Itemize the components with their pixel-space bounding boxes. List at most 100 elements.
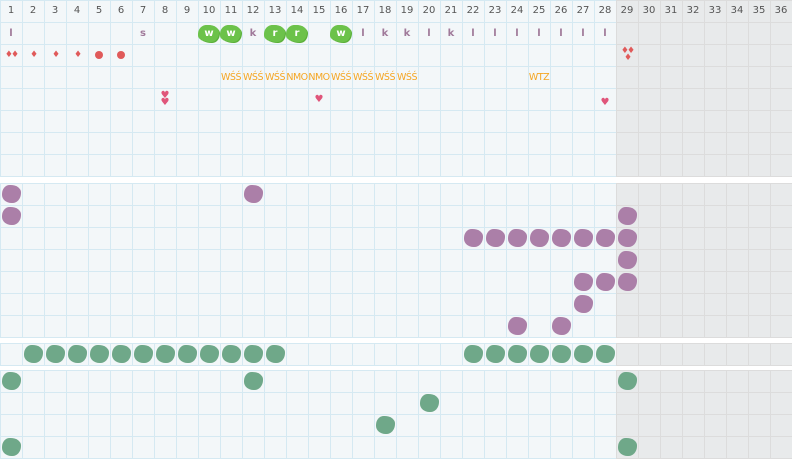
- day-cell[interactable]: [264, 343, 286, 365]
- day-header-13[interactable]: 13: [268, 5, 282, 16]
- day-header-7[interactable]: 7: [139, 5, 147, 16]
- day-cell[interactable]: r: [264, 22, 286, 44]
- day-cell[interactable]: w: [220, 22, 242, 44]
- day-cell[interactable]: l: [528, 22, 550, 44]
- day-cell[interactable]: WŚŚ: [220, 66, 242, 88]
- day-cell[interactable]: [110, 44, 132, 66]
- day-cell[interactable]: l: [506, 22, 528, 44]
- day-header-36[interactable]: 36: [774, 5, 788, 16]
- day-cell[interactable]: [506, 343, 528, 365]
- day-header-17[interactable]: 17: [356, 5, 370, 16]
- day-cell[interactable]: WTZ: [528, 66, 550, 88]
- day-cell[interactable]: [594, 227, 616, 249]
- day-cell[interactable]: [616, 436, 638, 458]
- day-cell[interactable]: [484, 343, 506, 365]
- day-cell[interactable]: s: [132, 22, 154, 44]
- day-cell[interactable]: [572, 271, 594, 293]
- day-header-14[interactable]: 14: [290, 5, 304, 16]
- day-cell[interactable]: k: [242, 22, 264, 44]
- day-cell[interactable]: [242, 370, 264, 392]
- day-header-5[interactable]: 5: [95, 5, 103, 16]
- day-cell[interactable]: [88, 343, 110, 365]
- day-header-1[interactable]: 1: [7, 5, 15, 16]
- day-header-9[interactable]: 9: [183, 5, 191, 16]
- day-cell[interactable]: [572, 293, 594, 315]
- day-cell[interactable]: NMO: [308, 66, 330, 88]
- day-cell[interactable]: [242, 183, 264, 205]
- day-header-26[interactable]: 26: [554, 5, 568, 16]
- day-cell[interactable]: [418, 392, 440, 414]
- day-cell[interactable]: [374, 414, 396, 436]
- day-header-18[interactable]: 18: [378, 5, 392, 16]
- day-cell[interactable]: ♦: [66, 44, 88, 66]
- day-cell[interactable]: [572, 343, 594, 365]
- day-header-16[interactable]: 16: [334, 5, 348, 16]
- day-cell[interactable]: l: [484, 22, 506, 44]
- day-header-33[interactable]: 33: [708, 5, 722, 16]
- day-header-24[interactable]: 24: [510, 5, 524, 16]
- day-header-3[interactable]: 3: [51, 5, 59, 16]
- day-cell[interactable]: [484, 227, 506, 249]
- day-cell[interactable]: [506, 227, 528, 249]
- day-header-23[interactable]: 23: [488, 5, 502, 16]
- day-cell[interactable]: ♦♦ ♦: [616, 44, 638, 66]
- day-cell[interactable]: ♦: [44, 44, 66, 66]
- day-header-31[interactable]: 31: [664, 5, 678, 16]
- day-header-20[interactable]: 20: [422, 5, 436, 16]
- day-header-32[interactable]: 32: [686, 5, 700, 16]
- day-header-10[interactable]: 10: [202, 5, 216, 16]
- day-header-28[interactable]: 28: [598, 5, 612, 16]
- day-cell[interactable]: [462, 343, 484, 365]
- day-cell[interactable]: l: [418, 22, 440, 44]
- day-cell[interactable]: [220, 343, 242, 365]
- day-cell[interactable]: k: [440, 22, 462, 44]
- day-cell[interactable]: [242, 343, 264, 365]
- day-header-25[interactable]: 25: [532, 5, 546, 16]
- day-cell[interactable]: ♦♦: [0, 44, 22, 66]
- day-header-29[interactable]: 29: [620, 5, 634, 16]
- day-cell[interactable]: [88, 44, 110, 66]
- day-header-12[interactable]: 12: [246, 5, 260, 16]
- day-cell[interactable]: WŚŚ: [242, 66, 264, 88]
- day-cell[interactable]: k: [396, 22, 418, 44]
- day-cell[interactable]: ♦: [22, 44, 44, 66]
- day-header-11[interactable]: 11: [224, 5, 238, 16]
- day-cell[interactable]: [528, 227, 550, 249]
- day-header-2[interactable]: 2: [29, 5, 37, 16]
- day-cell[interactable]: WŚŚ: [374, 66, 396, 88]
- day-cell[interactable]: [0, 183, 22, 205]
- day-cell[interactable]: [0, 436, 22, 458]
- day-header-21[interactable]: 21: [444, 5, 458, 16]
- day-cell[interactable]: [176, 343, 198, 365]
- day-cell[interactable]: l: [550, 22, 572, 44]
- day-cell[interactable]: [550, 343, 572, 365]
- day-cell[interactable]: w: [198, 22, 220, 44]
- day-cell[interactable]: WŚŚ: [352, 66, 374, 88]
- day-header-4[interactable]: 4: [73, 5, 81, 16]
- day-cell[interactable]: [550, 227, 572, 249]
- day-header-15[interactable]: 15: [312, 5, 326, 16]
- day-cell[interactable]: [0, 370, 22, 392]
- day-cell[interactable]: l: [352, 22, 374, 44]
- day-cell[interactable]: [0, 205, 22, 227]
- day-cell[interactable]: [506, 315, 528, 337]
- day-cell[interactable]: l: [0, 22, 22, 44]
- day-cell[interactable]: WŚŚ: [264, 66, 286, 88]
- day-cell[interactable]: w: [330, 22, 352, 44]
- day-cell[interactable]: [616, 370, 638, 392]
- day-cell[interactable]: [22, 343, 44, 365]
- day-cell[interactable]: [66, 343, 88, 365]
- day-cell[interactable]: l: [594, 22, 616, 44]
- day-cell[interactable]: ♥: [594, 88, 616, 110]
- day-cell[interactable]: [616, 205, 638, 227]
- day-cell[interactable]: l: [462, 22, 484, 44]
- day-cell[interactable]: ♥: [308, 88, 330, 110]
- day-cell[interactable]: [616, 227, 638, 249]
- day-cell[interactable]: [132, 343, 154, 365]
- day-header-35[interactable]: 35: [752, 5, 766, 16]
- day-cell[interactable]: WŚŚ: [396, 66, 418, 88]
- day-cell[interactable]: [528, 343, 550, 365]
- day-cell[interactable]: [462, 227, 484, 249]
- day-cell[interactable]: r: [286, 22, 308, 44]
- day-header-22[interactable]: 22: [466, 5, 480, 16]
